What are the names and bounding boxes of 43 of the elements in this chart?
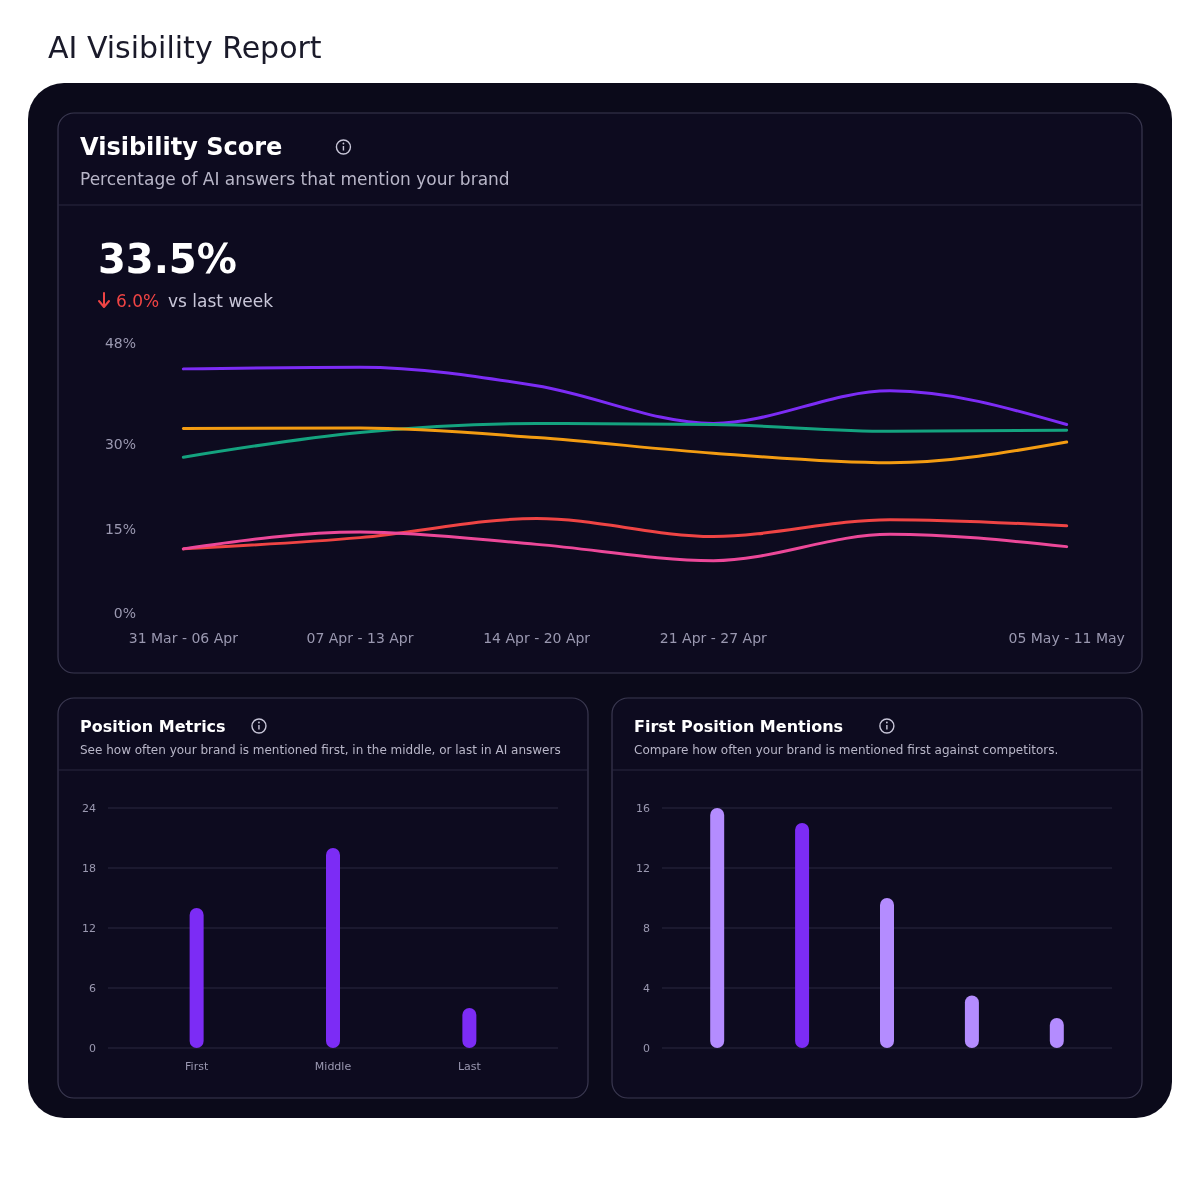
line-series xyxy=(181,421,1069,459)
y-tick-label: 18 xyxy=(82,861,96,875)
y-tick-label: 16 xyxy=(636,801,650,815)
y-tick-label: 0 xyxy=(643,1041,650,1055)
x-tick-label: 07 Apr - 13 Apr xyxy=(306,630,414,646)
text: 33.5% xyxy=(98,236,237,282)
bar xyxy=(795,823,810,1048)
y-tick-label: 0% xyxy=(113,604,136,621)
y-tick-label: 12 xyxy=(82,921,96,935)
bar xyxy=(710,808,725,1048)
text: AI Visibility Report xyxy=(48,30,322,65)
x-tick-label: 31 Mar - 06 Apr xyxy=(128,630,239,646)
y-tick-label: 0 xyxy=(89,1041,96,1055)
y-tick-label: 15% xyxy=(104,520,136,537)
y-tick-label: 8 xyxy=(643,921,650,935)
y-tick-label: 24 xyxy=(82,801,96,815)
y-tick-label: 4 xyxy=(643,981,650,995)
y-tick-label: 6 xyxy=(89,981,96,995)
y-tick-label: 30% xyxy=(104,436,136,453)
bar xyxy=(964,995,979,1048)
x-tick-label: 14 Apr - 20 Apr xyxy=(483,630,591,646)
x-tick-label: 21 Apr - 27 Apr xyxy=(659,630,768,646)
x-tick-label: Middle xyxy=(314,1060,352,1073)
y-tick-label: 12 xyxy=(636,861,650,875)
y-tick-label: 48% xyxy=(104,334,136,351)
line-series xyxy=(181,530,1069,563)
chart-subtitle: Percentage of AI answers that mention your brand xyxy=(80,169,510,189)
bar xyxy=(880,898,894,1048)
x-tick-label: 05 May - 11 May xyxy=(1008,630,1125,646)
chart-subtitle: See how often your brand is mentioned first, in the middle, or last in AI answers xyxy=(80,743,561,757)
x-tick-label: First xyxy=(185,1060,209,1073)
line-series xyxy=(181,365,1069,427)
chart-title: Visibility Score xyxy=(80,133,283,161)
x-tick-label: Last xyxy=(457,1060,482,1073)
bar xyxy=(189,908,204,1048)
chart-title: First Position Mentions xyxy=(634,717,844,736)
bar xyxy=(326,848,340,1048)
text: vs last week xyxy=(168,291,274,311)
chart-subtitle: Compare how often your brand is mentioned first against competitors. xyxy=(634,743,1059,757)
bar xyxy=(462,1008,477,1048)
line-series xyxy=(181,426,1069,465)
chart-title: Position Metrics xyxy=(80,717,226,736)
text: 6.0% xyxy=(116,291,160,311)
